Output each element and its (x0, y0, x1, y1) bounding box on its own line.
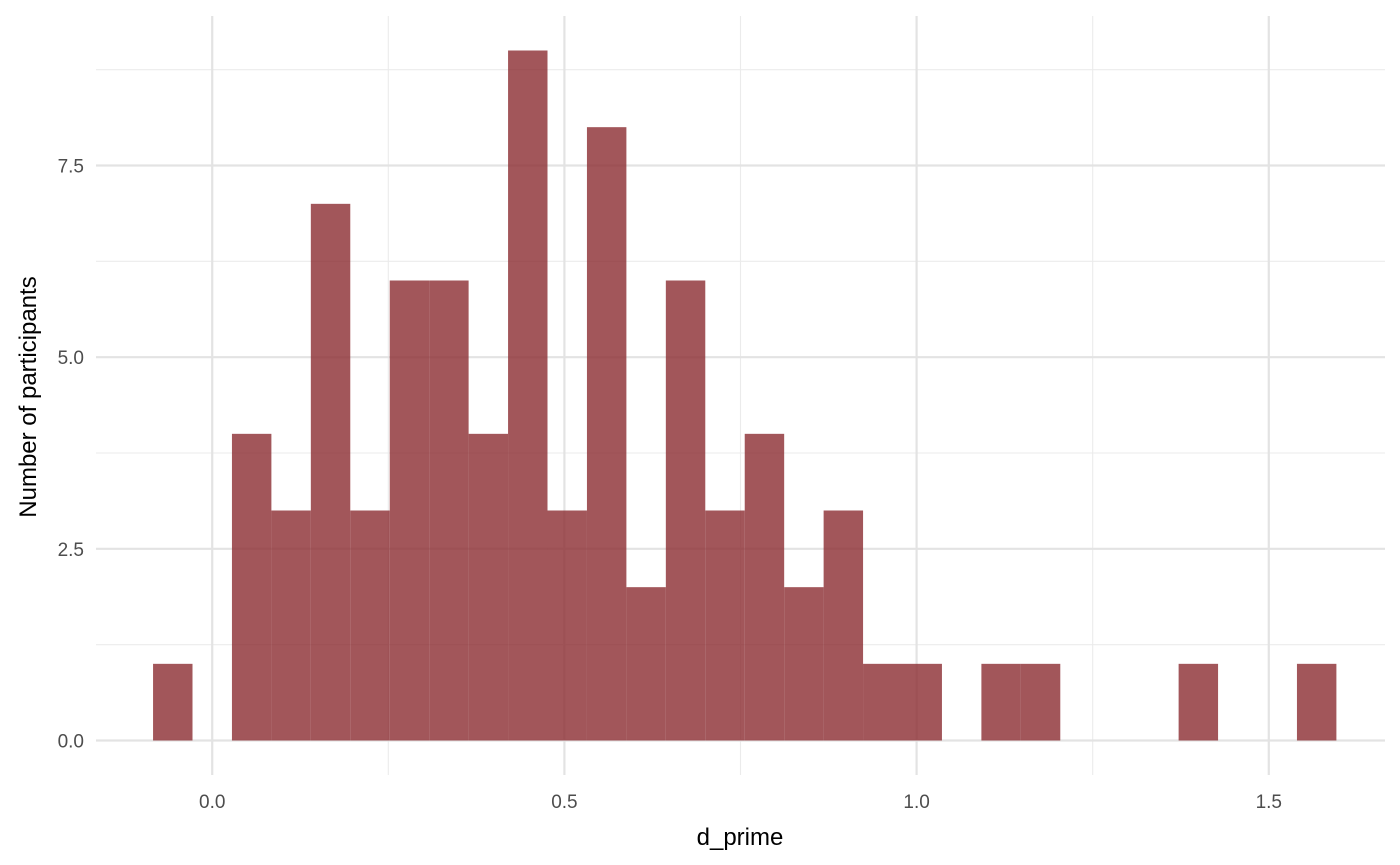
histogram-bar (863, 663, 903, 741)
x-tick-label: 1.5 (1256, 792, 1282, 813)
y-tick-label: 2.5 (58, 540, 84, 561)
histogram-bar (547, 510, 587, 741)
histogram-bar (389, 280, 430, 741)
y-tick-label: 7.5 (58, 157, 84, 178)
histogram-bar (1296, 663, 1337, 741)
x-axis-tick-labels: 0.0 0.5 1.0 1.5 (199, 792, 1282, 813)
histogram-bar (1178, 663, 1219, 741)
x-axis-title: d_prime (697, 824, 784, 851)
y-axis-tick-labels: 0.0 2.5 5.0 7.5 (58, 157, 84, 753)
histogram-bar (586, 127, 627, 741)
histogram-bar (784, 587, 824, 741)
y-tick-label: 5.0 (58, 348, 84, 369)
y-axis-title: Number of participants (15, 276, 42, 517)
histogram-bar (705, 510, 745, 741)
histogram-bar (744, 433, 785, 741)
histogram-bar (981, 663, 1021, 741)
y-tick-label: 0.0 (58, 732, 84, 753)
histogram-bar (665, 280, 706, 741)
histogram-bar (231, 433, 272, 741)
histogram-bar (626, 587, 666, 741)
histogram-bar (310, 203, 351, 741)
histogram-bar (823, 510, 864, 741)
histogram-bars (153, 50, 1337, 741)
x-tick-label: 0.5 (551, 792, 577, 813)
histogram-bar (902, 663, 942, 741)
histogram-bar (271, 510, 311, 741)
histogram-bar (350, 510, 390, 741)
histogram-bar (508, 50, 548, 741)
x-tick-label: 0.0 (199, 792, 225, 813)
histogram-bar (1020, 663, 1061, 741)
histogram-bar (429, 280, 469, 741)
histogram-bar (153, 663, 193, 741)
x-tick-label: 1.0 (903, 792, 929, 813)
histogram-bar (468, 433, 509, 741)
